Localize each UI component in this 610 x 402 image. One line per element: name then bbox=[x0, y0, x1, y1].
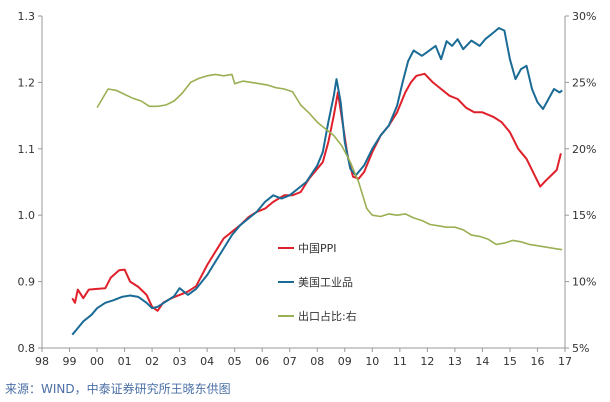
y-right-tick-label: 5% bbox=[572, 342, 589, 355]
legend-label-0: 中国PPI bbox=[298, 242, 337, 255]
y-right-tick-label: 25% bbox=[572, 76, 596, 89]
y-left-tick-label: 0.9 bbox=[18, 276, 36, 289]
series-line-2 bbox=[96, 73, 563, 251]
x-tick-label: 10 bbox=[365, 355, 379, 368]
x-tick-label: 01 bbox=[118, 355, 132, 368]
x-axis: 98 99 00 01 02 03 04 05 06 07 08 09 10 11 12 13 14 15 16 17 bbox=[35, 348, 572, 368]
y-left-tick-label: 1.0 bbox=[18, 209, 36, 222]
series-line-1 bbox=[71, 27, 563, 336]
y-right-tick-label: 20% bbox=[572, 143, 596, 156]
series-group bbox=[71, 27, 563, 336]
y-right-axis: 5% 10% 15% 20% 25% 30% bbox=[565, 10, 596, 355]
x-tick-label: 09 bbox=[338, 355, 352, 368]
x-tick-label: 03 bbox=[173, 355, 187, 368]
y-left-tick-label: 1.1 bbox=[18, 143, 36, 156]
y-right-tick-label: 15% bbox=[572, 209, 596, 222]
x-tick-label: 00 bbox=[90, 355, 104, 368]
x-tick-label: 08 bbox=[310, 355, 324, 368]
x-tick-label: 14 bbox=[475, 355, 489, 368]
x-tick-label: 11 bbox=[393, 355, 407, 368]
series-line-0 bbox=[71, 72, 562, 312]
y-left-tick-label: 1.3 bbox=[18, 10, 36, 23]
y-left-tick-label: 1.2 bbox=[18, 76, 36, 89]
x-tick-label: 02 bbox=[145, 355, 159, 368]
x-tick-label: 13 bbox=[448, 355, 462, 368]
x-tick-label: 15 bbox=[503, 355, 517, 368]
x-tick-label: 04 bbox=[200, 355, 214, 368]
legend-label-2: 出口占比:右 bbox=[298, 309, 357, 323]
x-tick-label: 98 bbox=[35, 355, 49, 368]
x-tick-label: 16 bbox=[530, 355, 544, 368]
x-tick-label: 07 bbox=[283, 355, 297, 368]
x-tick-label: 12 bbox=[420, 355, 434, 368]
legend-label-1: 美国工业品 bbox=[298, 276, 353, 289]
chart: 0.80.91.01.11.21.3 5%10%15%20%25%30% 98 9… bbox=[18, 10, 597, 368]
x-tick-label: 17 bbox=[558, 355, 572, 368]
x-tick-label: 99 bbox=[63, 355, 77, 368]
y-right-tick-label: 10% bbox=[572, 276, 596, 289]
x-tick-label: 06 bbox=[255, 355, 269, 368]
y-right-tick-label: 30% bbox=[572, 10, 596, 23]
x-tick-label: 05 bbox=[228, 355, 242, 368]
y-left-axis: 0.8 0.9 1.0 1.1 1.2 1.3 bbox=[18, 10, 42, 355]
y-left-tick-label: 0.8 bbox=[18, 342, 36, 355]
source-note: 来源：WIND，中泰证券研究所王晓东供图 bbox=[5, 382, 231, 396]
